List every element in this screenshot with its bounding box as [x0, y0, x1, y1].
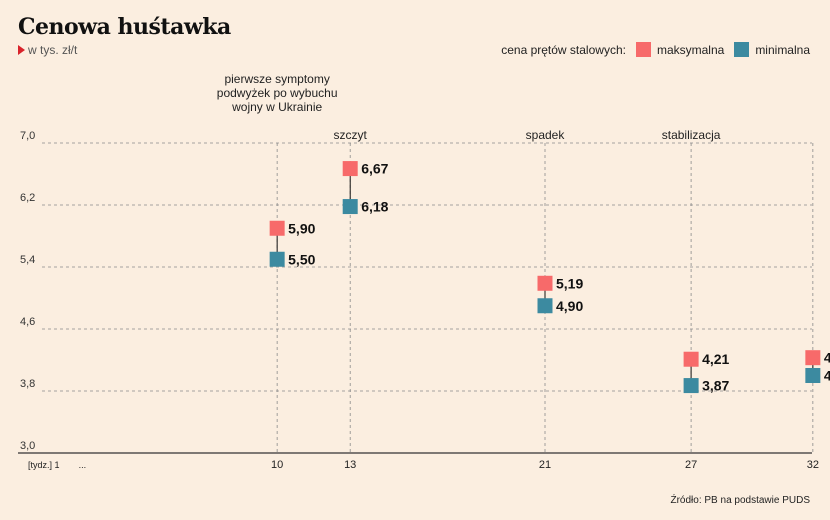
y-tick-label: 5,4 [20, 254, 35, 266]
y-tick-label: 7,0 [20, 130, 35, 142]
annotation-label: pierwsze symptomy [224, 72, 329, 86]
y-tick-label: 3,8 [20, 378, 35, 390]
data-point-min [537, 298, 553, 314]
data-label-min: 4,90 [556, 298, 583, 314]
annotation-label: szczyt [334, 128, 368, 142]
unit-label: w tys. zł/t [18, 43, 77, 57]
data-point-max [805, 350, 821, 366]
red-triangle-icon [18, 45, 25, 55]
legend-item-min: minimalna [755, 42, 810, 57]
x-tick-label: 21 [539, 459, 551, 471]
data-label-min: 4,00 [824, 368, 830, 384]
data-label-max: 4,21 [702, 351, 729, 367]
x-tick-label: [tydz.] 1 [28, 460, 60, 470]
data-label-min: 5,50 [288, 251, 315, 267]
legend-swatch-min-icon [734, 42, 750, 57]
x-tick-label: ... [79, 460, 87, 470]
data-label-max: 5,19 [556, 275, 583, 291]
data-label-max: 4,23 [824, 350, 830, 366]
annotation-label: wojny w Ukrainie [231, 100, 322, 114]
annotation-label: spadek [526, 128, 566, 142]
data-point-min [805, 368, 821, 383]
annotation-label: stabilizacja [662, 128, 721, 142]
legend: cena prętów stalowych: maksymalna minima… [501, 42, 810, 57]
data-point-min [269, 251, 285, 267]
y-tick-label: 3,0 [20, 440, 35, 452]
chart-title: Cenowa huśtawka [18, 14, 231, 40]
legend-item-max: maksymalna [656, 42, 725, 57]
y-tick-label: 6,2 [20, 192, 35, 204]
annotation-label: podwyżek po wybuchu [217, 86, 338, 100]
x-tick-label: 32 [807, 459, 819, 471]
legend-title: cena prętów stalowych: [501, 42, 626, 57]
data-label-max: 6,67 [361, 161, 388, 177]
source-note: Źródło: PB na podstawie PUDS [670, 495, 810, 506]
x-tick-label: 10 [271, 459, 283, 471]
data-point-max [269, 220, 285, 236]
data-point-min [683, 378, 699, 394]
y-tick-label: 4,6 [20, 316, 35, 328]
data-point-max [342, 161, 358, 177]
x-tick-label: 27 [685, 459, 697, 471]
data-point-max [537, 275, 553, 291]
data-point-min [342, 199, 358, 215]
data-point-max [683, 351, 699, 367]
data-label-max: 5,90 [288, 220, 315, 236]
data-label-min: 6,18 [361, 199, 388, 215]
data-label-min: 3,87 [702, 378, 729, 394]
x-tick-label: 13 [344, 459, 356, 471]
unit-text: w tys. zł/t [28, 43, 78, 57]
legend-swatch-max-icon [635, 42, 651, 57]
